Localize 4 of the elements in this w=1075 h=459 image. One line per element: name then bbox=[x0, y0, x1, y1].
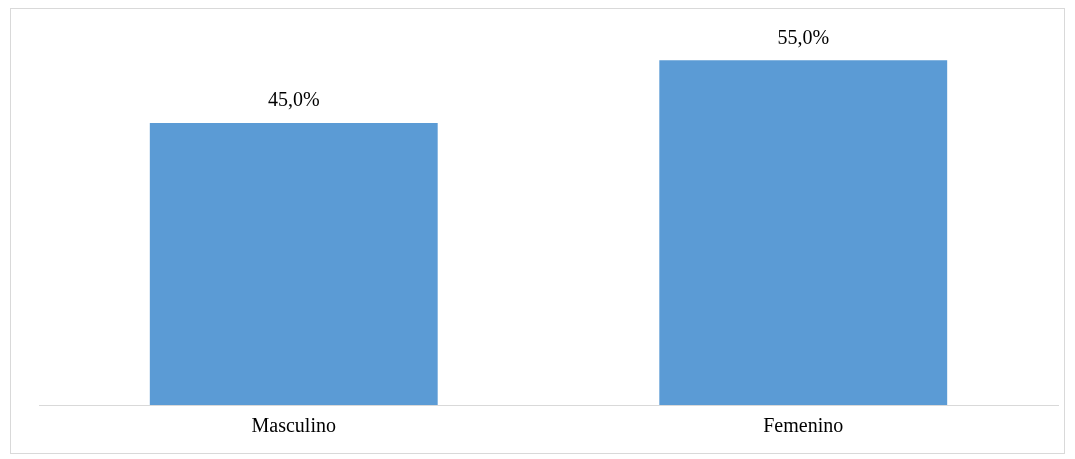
x-tick-label: Masculino bbox=[251, 414, 336, 437]
data-label: 45,0% bbox=[267, 88, 320, 111]
x-tick-label: Femenino bbox=[763, 414, 844, 437]
data-label: 55,0% bbox=[777, 25, 830, 48]
